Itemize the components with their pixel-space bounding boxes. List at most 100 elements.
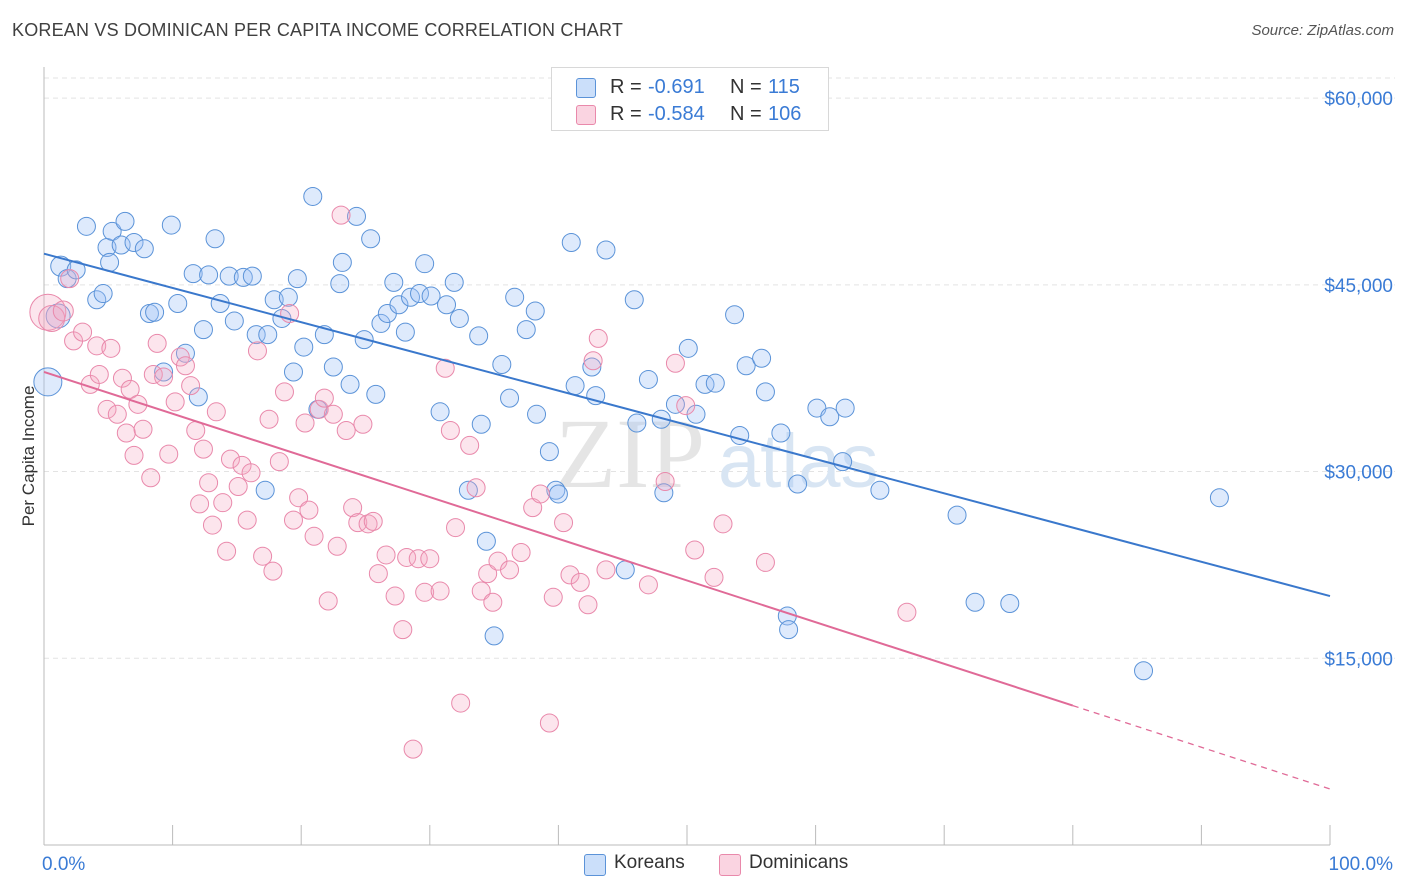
- korean-point: [527, 404, 547, 424]
- korean-point: [469, 326, 489, 346]
- stats-legend: R = -0.691 N = 115 R = -0.584 N = 106: [551, 67, 829, 131]
- korean-point: [323, 357, 343, 377]
- dominican-trend-extension: [1072, 704, 1331, 790]
- korean-point: [788, 474, 808, 494]
- korean-point: [168, 294, 188, 314]
- korean-point: [361, 229, 381, 249]
- dominican-point: [348, 513, 368, 533]
- korean-point: [161, 215, 181, 235]
- korean-point: [444, 272, 464, 292]
- dominican-point: [554, 513, 574, 533]
- korean-point: [415, 254, 435, 274]
- dominican-point: [420, 549, 440, 569]
- korean-trend-line: [43, 252, 1331, 598]
- n-label: N =: [730, 103, 762, 125]
- korean-point: [1134, 661, 1154, 681]
- dominican-point: [181, 376, 201, 396]
- korean-point: [565, 376, 585, 396]
- dominican-point: [403, 739, 423, 759]
- dominican-point: [97, 399, 117, 419]
- dominican-point: [638, 575, 658, 595]
- dominican-point: [259, 409, 279, 429]
- dominican-point: [159, 444, 179, 464]
- korean-point: [624, 290, 644, 310]
- korean-point: [258, 325, 278, 345]
- korean-point: [183, 264, 203, 284]
- korean-point: [582, 357, 602, 377]
- korean-point: [219, 266, 239, 286]
- dominican-point: [318, 591, 338, 611]
- dominican-point: [331, 205, 351, 225]
- dominican-point: [217, 541, 237, 561]
- korean-point: [771, 423, 791, 443]
- korean-swatch: [584, 854, 606, 876]
- dominican-point: [89, 364, 109, 384]
- y-tick-label: $30,000: [1324, 463, 1393, 484]
- korean-point: [134, 239, 154, 259]
- dominican-point: [154, 367, 174, 387]
- dominican-point: [500, 560, 520, 580]
- korean-point: [246, 325, 266, 345]
- dominican-point: [247, 341, 267, 361]
- dominican-point: [435, 358, 455, 378]
- dominican-point: [263, 561, 283, 581]
- korean-point: [476, 531, 496, 551]
- korean-point: [835, 398, 855, 418]
- dominican-point: [415, 582, 435, 602]
- dominican-point: [116, 423, 136, 443]
- korean-point: [224, 311, 244, 331]
- korean-point: [596, 240, 616, 260]
- korean-point: [492, 355, 512, 375]
- korean-point: [678, 338, 698, 358]
- korean-point: [371, 313, 391, 333]
- korean-point: [870, 480, 890, 500]
- dominican-point: [60, 269, 80, 289]
- korean-point: [725, 305, 745, 325]
- korean-point: [539, 442, 559, 462]
- korean-point: [330, 274, 350, 294]
- dominican-point: [314, 388, 334, 408]
- dominican-point: [446, 518, 466, 538]
- korean-point: [516, 320, 536, 340]
- dominican-point: [175, 356, 195, 376]
- korean-point: [395, 322, 415, 342]
- korean-point: [366, 384, 386, 404]
- dominican-point: [241, 463, 261, 483]
- dominican-point: [87, 336, 107, 356]
- dominican-point: [274, 382, 294, 402]
- dominican-point: [170, 347, 190, 367]
- korean-point: [736, 356, 756, 376]
- korean-point: [755, 382, 775, 402]
- korean-point: [210, 294, 230, 314]
- korean-point: [264, 290, 284, 310]
- dominican-point: [655, 472, 675, 492]
- dominican-point: [141, 468, 161, 488]
- n-label: N =: [730, 76, 762, 98]
- korean-point: [384, 272, 404, 292]
- dominican-point: [676, 396, 696, 416]
- dominican-point: [133, 419, 153, 439]
- y-tick-label: $45,000: [1324, 276, 1393, 297]
- trend-layer: [43, 252, 1331, 790]
- korean-point: [500, 388, 520, 408]
- r-label: R =: [610, 76, 642, 98]
- dominican-point: [199, 473, 219, 493]
- dominican-point: [363, 511, 383, 531]
- dominican-point: [376, 545, 396, 565]
- korean-point: [287, 269, 307, 289]
- dominican-point: [755, 552, 775, 572]
- korean-point: [458, 480, 478, 500]
- korean-point: [346, 206, 366, 226]
- korean-point: [199, 265, 219, 285]
- dominican-point: [343, 498, 363, 518]
- dominican-point: [583, 351, 603, 371]
- korean-point: [548, 484, 568, 504]
- dominican-point: [440, 420, 460, 440]
- axis-layer: [43, 67, 1331, 846]
- dominican-point: [336, 420, 356, 440]
- r-value: -0.584: [648, 103, 705, 125]
- dominican-swatch: [576, 105, 596, 125]
- korean-point: [205, 229, 225, 249]
- korean-point: [124, 233, 144, 253]
